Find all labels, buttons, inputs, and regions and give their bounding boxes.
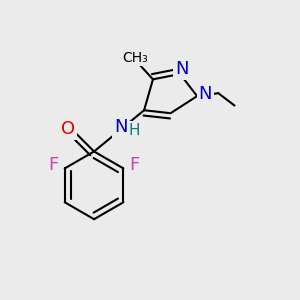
Text: H: H [129,123,140,138]
Text: CH₃: CH₃ [122,51,148,65]
Text: F: F [129,157,140,175]
Text: N: N [199,85,212,103]
Text: N: N [175,60,188,78]
Text: F: F [48,157,59,175]
Text: O: O [61,120,76,138]
Text: N: N [114,118,127,136]
